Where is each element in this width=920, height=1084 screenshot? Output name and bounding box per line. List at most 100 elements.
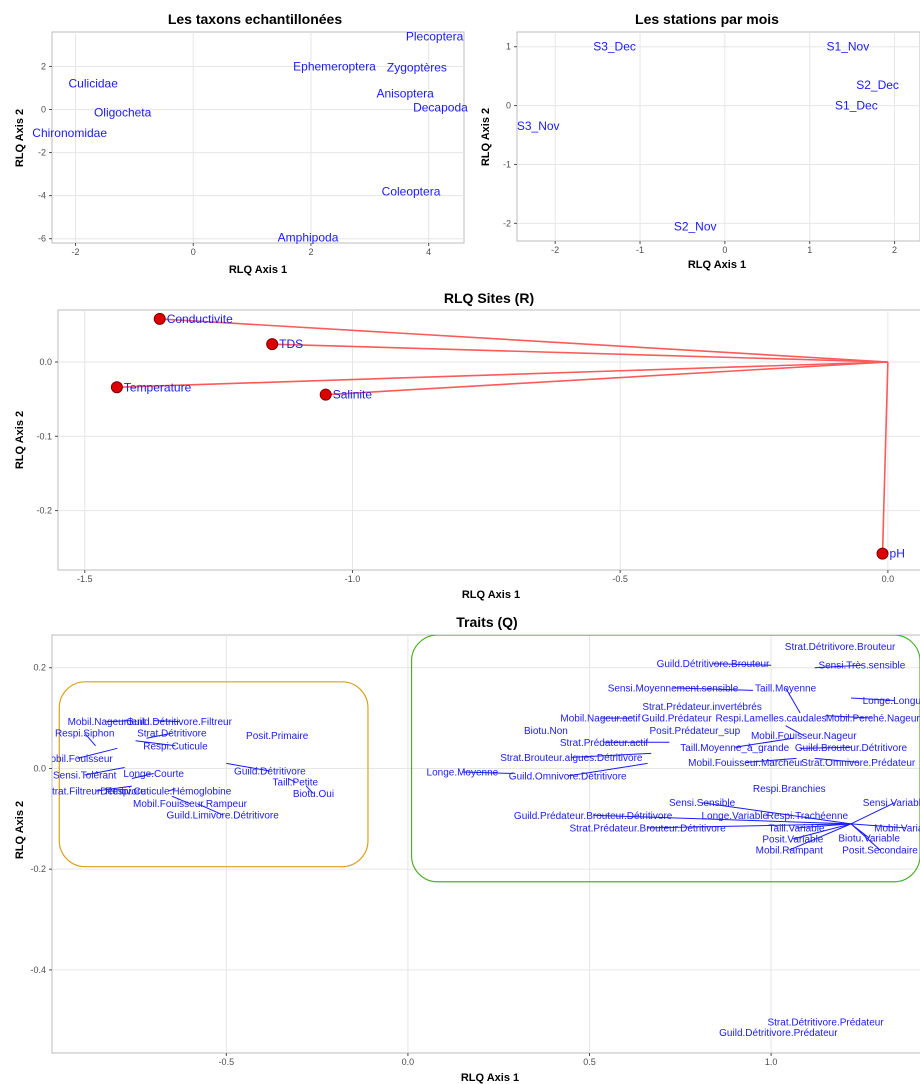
trait-segment-strat-filtreurd-tritivore: [95, 785, 132, 792]
stations-y-tick-label: -2: [503, 218, 511, 228]
site-arrow-conductivite: [159, 318, 888, 363]
site-arrow-ph: [881, 361, 889, 554]
stations-x-tick-label: 0: [722, 245, 727, 255]
stations-y-label: RLQ Axis 2: [480, 108, 492, 166]
stations-x-tick-label: -1: [636, 245, 644, 255]
trait-label-biotu-oui: Biotu.Oui: [293, 789, 334, 800]
site-point-conductivite: [153, 312, 166, 325]
trait-label-taill-petite: Taill.Petite: [273, 778, 319, 789]
trait-label-sensi-variable: Sensi.Variable: [863, 798, 920, 809]
trait-segment-mobil-fouisseur-rampeur: [171, 795, 191, 805]
sites-y-tick-label: 0.0: [39, 357, 52, 367]
traits-panel: [51, 634, 920, 1054]
taxa-y-tick-label: -6: [38, 234, 46, 244]
trait-label-respi-trach-enne: Respi.Trachéenne: [767, 811, 849, 822]
trait-label-longe-courte: Longe.Courte: [123, 769, 184, 780]
trait-segment-taill-moyenne-grande: [734, 737, 793, 748]
trait-segment-taill-moyenne: [785, 687, 801, 714]
trait-segment-strat-d-tritivore: [146, 732, 172, 739]
trait-segment-guild-brouteur-d-tritivore: [800, 746, 852, 749]
trait-label-mobil-perch-nageur: Mobil.Perché.Nageur: [826, 714, 920, 725]
trait-segment-biotu-oui: [305, 785, 314, 794]
taxa-y-label: RLQ Axis 2: [14, 109, 26, 167]
station-label-s1-nov: S1_Nov: [827, 40, 870, 54]
taxa-y-tick-label: 2: [41, 61, 46, 71]
taxa-panel: [51, 31, 465, 244]
trait-label-mobil-variable: Mobil.Variable: [874, 823, 920, 834]
trait-label-guild-d-tritivore-pr-dateur: Guild.Détritivore.Prédateur: [719, 1028, 838, 1039]
trait-segment-respi-cuticule-h-moglobine: [168, 788, 176, 792]
traits-x-tick-label: 0.0: [402, 1057, 415, 1067]
site-label-temperature: Temperature: [124, 380, 192, 394]
taxon-label-plecoptera: Plecoptera: [406, 29, 464, 43]
trait-label-sensi-tr-s-sensible: Sensi.Très.sensible: [818, 661, 905, 672]
trait-label-longe-moyenne: Longe.Moyenne: [427, 767, 499, 778]
stations-x-label: RLQ Axis 1: [688, 259, 746, 271]
station-label-s2-nov: S2_Nov: [674, 219, 717, 233]
trait-segment-longe-courte: [131, 773, 154, 780]
sites-x-tick-label: 0.0: [882, 574, 895, 584]
taxon-label-amphipoda: Amphipoda: [278, 231, 339, 245]
trait-label-mobil-fouisseur-rampeur: Mobil.Fouisseur.Rampeur: [133, 799, 248, 810]
trait-label-posit-variable: Posit.Variable: [762, 834, 823, 845]
trait-label-strat-pr-dateur-brouteur-d-tritivore: Strat.Prédateur.Brouteur.Détritivore: [570, 823, 727, 834]
trait-segment-mobil-rampant: [789, 823, 852, 851]
trait-label-mobil-fouisseur: Mobil.Fouisseur: [42, 754, 113, 765]
trait-segment-sensi-tr-s-sensible: [814, 664, 862, 669]
trait-segment-sensi-tol-rant: [84, 766, 125, 776]
trait-label-strat-d-tritivore-brouteur: Strat.Détritivore.Brouteur: [785, 642, 896, 653]
trait-segment-longe-moyenne: [462, 771, 514, 774]
trait-label-guild-omnivore-d-tritivore: Guild.Omnivore.Détritivore: [509, 772, 627, 783]
trait-label-strat-d-tritivore: Strat.Détritivore: [137, 729, 207, 740]
sites-y-label: RLQ Axis 2: [14, 411, 26, 469]
trait-segment-mobil-fouisseur-marcheur: [745, 757, 797, 763]
traits-x-tick-label: 0.5: [583, 1057, 596, 1067]
trait-label-mobil-fouisseur-nageur: Mobil.Fouisseur.Nageur: [751, 731, 857, 742]
trait-segment-sensi-sensible: [702, 802, 852, 825]
site-label-conductivite: Conductivite: [167, 312, 233, 326]
trait-label-guild-d-tritivore: Guild.Détritivore: [234, 766, 306, 777]
site-arrow-temperature: [116, 361, 888, 389]
trait-segment-sensi-variable: [850, 802, 895, 825]
trait-segment-sensi-moyennement-sensible: [673, 687, 753, 691]
traits-x-tick-label: 1.0: [765, 1057, 778, 1067]
traits-title: Traits (Q): [456, 614, 517, 630]
trait-segment-guild-d-tritivore: [226, 762, 270, 772]
site-label-salinite: Salinite: [333, 388, 373, 402]
trait-segment-mobil-fouisseur-nageur: [785, 725, 805, 737]
trait-segment-respi-cuticule: [135, 740, 176, 747]
taxon-label-oligocheta: Oligocheta: [94, 106, 152, 120]
trait-segment-strat-omnivore-pr-dateur: [814, 757, 859, 763]
trait-segment-taill-variable: [796, 823, 852, 829]
trait-label-guild-pr-dateur: Guild.Prédateur: [642, 714, 713, 725]
site-arrow-tds: [272, 343, 888, 363]
sites-x-tick-label: -1.5: [77, 574, 93, 584]
station-label-s2-dec: S2_Dec: [856, 78, 899, 92]
taxa-y-tick-label: 0: [41, 105, 46, 115]
stations-title: Les stations par mois: [635, 11, 779, 27]
trait-label-strat-d-tritivore-pr-dateur: Strat.Détritivore.Prédateur: [767, 1017, 884, 1028]
trait-label-mobil-nageur-actif: Mobil.Nageur.actif: [560, 714, 640, 725]
trait-label-mobil-fouisseur-marcheur: Mobil.Fouisseur.Marcheur: [688, 758, 804, 769]
stations-x-tick-label: -2: [551, 245, 559, 255]
trait-label-guild-d-tritivore-brouteur: Guild.Détritivore.Brouteur: [657, 659, 770, 670]
sites-y-tick-label: -0.2: [36, 506, 52, 516]
trait-label-posit-secondaire: Posit.Secondaire: [842, 846, 918, 857]
trait-segment-mobil-nageur-lent: [106, 720, 132, 723]
trait-label-biotu-non: Biotu.Non: [524, 726, 568, 737]
trait-label-respi-siphon: Respi.Siphon: [55, 729, 114, 740]
trait-label-longe-longue: Longe.Longue: [863, 696, 920, 707]
taxa-x-tick-label: 0: [191, 247, 196, 257]
trait-label-guild-d-tritivore-filtreur: Guild.Détritivore.Filtreur: [126, 717, 232, 728]
trait-label-taill-moyenne: Taill.Moyenne: [755, 683, 817, 694]
taxon-label-ephemeroptera: Ephemeroptera: [293, 59, 376, 73]
trait-label-sensi-moyennement-sensible: Sensi.Moyennement.sensible: [608, 683, 739, 694]
taxa-y-tick-label: -4: [38, 191, 46, 201]
taxon-label-zygopt-res: Zygoptères: [387, 61, 447, 75]
trait-label-strat-pr-dateur-invert-br-s: Strat.Prédateur.invertébrés: [642, 702, 762, 713]
trait-label-longe-variable: Longe.Variable: [702, 811, 769, 822]
trait-label-guild-limivore-d-tritivore: Guild.Limivore.Détritivore: [167, 810, 280, 821]
site-label-tds: TDS: [279, 337, 303, 351]
traits-y-tick-label: 0.2: [33, 663, 46, 673]
sites-x-label: RLQ Axis 1: [462, 589, 520, 601]
